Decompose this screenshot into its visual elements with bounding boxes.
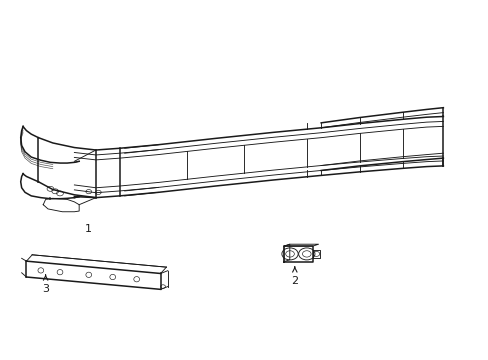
Text: 1: 1 — [85, 224, 92, 234]
Text: 3: 3 — [42, 284, 49, 294]
Text: 2: 2 — [291, 276, 298, 286]
